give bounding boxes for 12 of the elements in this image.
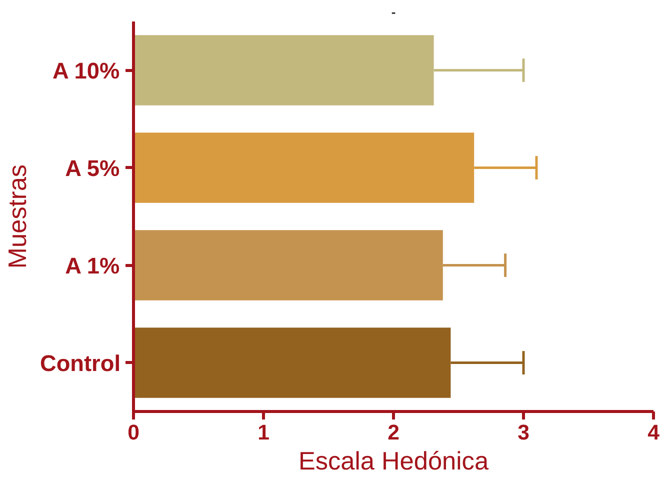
- x-tick-label: 2: [388, 420, 400, 444]
- x-tick-label: 3: [518, 420, 530, 444]
- x-tick-label: 1: [258, 420, 270, 444]
- x-tick-label: 0: [128, 420, 140, 444]
- y-tick-label: Control: [40, 350, 121, 376]
- y-axis-title: Muestras: [4, 164, 32, 269]
- y-tick-label: A 1%: [65, 252, 120, 278]
- x-axis-title: Escala Hedónica: [298, 448, 490, 476]
- y-tick-label: A 5%: [65, 154, 120, 181]
- y-tick-label: A 10%: [52, 57, 120, 84]
- x-tick-label: 4: [648, 420, 660, 444]
- chart-title: -: [391, 4, 396, 20]
